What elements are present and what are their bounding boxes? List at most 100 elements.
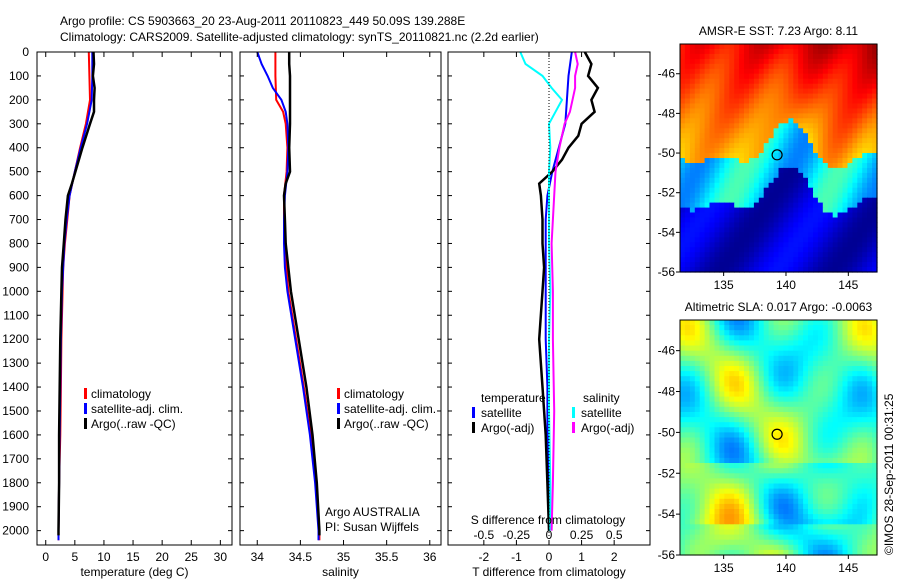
map-cell bbox=[827, 202, 834, 209]
map-cell bbox=[719, 197, 725, 204]
map-cell bbox=[773, 163, 780, 169]
map-cell bbox=[872, 493, 878, 500]
map-cell bbox=[852, 242, 858, 248]
map-cell bbox=[857, 212, 863, 219]
map-cell bbox=[699, 514, 706, 520]
map-cell bbox=[822, 468, 829, 474]
legend-swatch bbox=[572, 407, 575, 418]
map-cell bbox=[822, 262, 829, 268]
map-cell bbox=[817, 468, 824, 474]
map-cell bbox=[758, 509, 765, 515]
map-cell bbox=[709, 514, 715, 520]
map-cell bbox=[798, 483, 804, 490]
map-cell bbox=[753, 63, 760, 70]
y-tick-label: -48 bbox=[658, 385, 676, 399]
map-cell bbox=[709, 432, 715, 439]
map-cell bbox=[847, 267, 853, 273]
map-cell bbox=[719, 143, 725, 149]
map-cell bbox=[827, 197, 834, 204]
map-cell bbox=[803, 539, 809, 546]
map-cell bbox=[832, 138, 839, 144]
map-cell bbox=[704, 78, 711, 85]
map-cell bbox=[832, 473, 839, 479]
map-cell bbox=[704, 539, 711, 546]
map-cell bbox=[724, 524, 730, 530]
map-cell bbox=[699, 340, 706, 347]
map-cell bbox=[788, 422, 794, 428]
map-cell bbox=[719, 227, 725, 233]
map-cell bbox=[739, 49, 745, 55]
map-cell bbox=[763, 524, 770, 530]
map-cell bbox=[827, 237, 834, 243]
map-cell bbox=[822, 320, 829, 326]
map-cell bbox=[847, 376, 853, 382]
map-cell bbox=[842, 549, 848, 556]
map-cell bbox=[724, 217, 730, 224]
map-cell bbox=[763, 488, 770, 495]
map-cell bbox=[852, 345, 858, 352]
map-cell bbox=[793, 442, 799, 449]
map-cell bbox=[837, 437, 844, 444]
map-cell bbox=[749, 78, 755, 85]
map-cell bbox=[704, 386, 711, 393]
map-cell bbox=[793, 381, 799, 387]
map-cell bbox=[709, 539, 715, 546]
map-cell bbox=[763, 103, 770, 110]
map-cell bbox=[689, 103, 696, 110]
map-cell bbox=[832, 478, 839, 485]
map-cell bbox=[758, 207, 765, 214]
map-cell bbox=[744, 463, 750, 469]
map-cell bbox=[739, 412, 745, 418]
map-cell bbox=[749, 335, 755, 341]
map-cell bbox=[753, 320, 760, 326]
map-cell bbox=[778, 113, 784, 119]
map-cell bbox=[704, 172, 711, 179]
map-cell bbox=[798, 514, 804, 520]
map-cell bbox=[714, 503, 720, 510]
map-cell bbox=[822, 207, 829, 214]
map-cell bbox=[753, 544, 760, 551]
map-cell bbox=[798, 242, 804, 248]
map-cell bbox=[783, 463, 789, 469]
map-cell bbox=[817, 63, 824, 70]
map-cell bbox=[734, 58, 740, 65]
map-cell bbox=[788, 192, 794, 199]
map-cell bbox=[817, 366, 824, 372]
map-cell bbox=[847, 53, 853, 60]
map-cell bbox=[872, 163, 878, 169]
map-cell bbox=[778, 73, 784, 80]
map-cell bbox=[822, 335, 829, 341]
map-cell bbox=[817, 529, 824, 536]
map-cell bbox=[813, 44, 819, 50]
map-cell bbox=[758, 88, 765, 95]
map-cell bbox=[842, 212, 848, 219]
map-cell bbox=[729, 549, 735, 556]
map-cell bbox=[847, 320, 853, 326]
map-cell bbox=[852, 63, 858, 70]
map-cell bbox=[689, 237, 696, 243]
map-cell bbox=[867, 412, 873, 418]
map-cell bbox=[847, 44, 853, 50]
map-cell bbox=[744, 401, 750, 408]
map-cell bbox=[793, 401, 799, 408]
y-tick-label: 1800 bbox=[2, 476, 29, 490]
map-cell bbox=[798, 187, 804, 194]
map-cell bbox=[837, 478, 844, 485]
map-cell bbox=[778, 98, 784, 105]
map-cell bbox=[872, 478, 878, 485]
map-cell bbox=[729, 422, 735, 428]
map-cell bbox=[798, 207, 804, 214]
y-tick-label: -50 bbox=[658, 146, 676, 160]
map-cell bbox=[857, 427, 863, 433]
map-cell bbox=[808, 98, 814, 105]
map-cell bbox=[832, 44, 839, 50]
map-cell bbox=[739, 534, 745, 541]
map-cell bbox=[867, 247, 873, 253]
map-cell bbox=[832, 103, 839, 110]
map-cell bbox=[724, 138, 730, 144]
map-cell bbox=[803, 192, 809, 199]
map-cell bbox=[837, 330, 844, 336]
map-cell bbox=[699, 232, 706, 238]
map-cell bbox=[719, 539, 725, 546]
map-cell bbox=[758, 376, 765, 382]
